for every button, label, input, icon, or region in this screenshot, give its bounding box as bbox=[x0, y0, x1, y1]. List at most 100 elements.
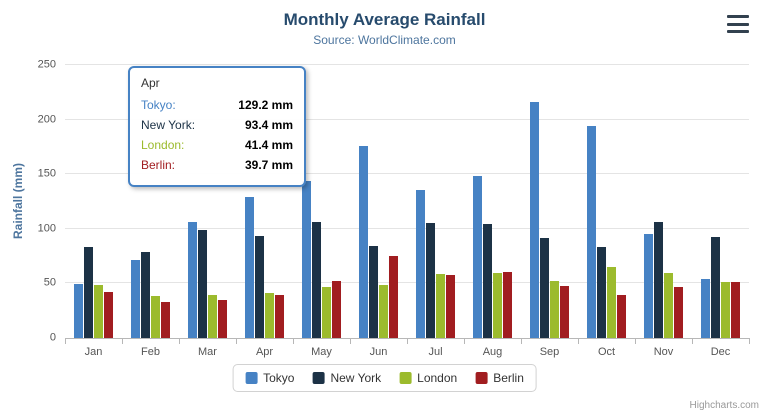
legend-item-label: Tokyo bbox=[263, 371, 295, 385]
bar-new-york-mar[interactable] bbox=[198, 230, 207, 338]
column-group-jul bbox=[407, 65, 464, 338]
bar-berlin-jul[interactable] bbox=[446, 275, 455, 338]
bar-tokyo-jun[interactable] bbox=[359, 145, 368, 338]
legend-swatch-icon bbox=[245, 372, 258, 384]
bar-tokyo-jul[interactable] bbox=[416, 189, 425, 338]
column-group-feb bbox=[122, 65, 179, 338]
bar-london-dec[interactable] bbox=[721, 282, 730, 338]
bar-berlin-mar[interactable] bbox=[218, 300, 227, 338]
xaxis-tick bbox=[122, 338, 123, 344]
tooltip-series-name: Berlin: bbox=[141, 158, 176, 172]
legend-item-label: New York bbox=[330, 371, 382, 385]
export-menu-button[interactable] bbox=[727, 15, 749, 33]
tooltip: Apr Tokyo: 129.2 mm New York: 93.4 mm London… bbox=[128, 66, 306, 187]
bar-berlin-apr[interactable] bbox=[275, 294, 284, 338]
bar-new-york-nov[interactable] bbox=[654, 221, 663, 338]
bar-london-nov[interactable] bbox=[664, 273, 673, 338]
bar-tokyo-apr[interactable] bbox=[245, 196, 254, 338]
xaxis-tick bbox=[65, 338, 66, 344]
bar-tokyo-feb[interactable] bbox=[131, 259, 140, 338]
chart-subtitle: Source: WorldClimate.com bbox=[313, 33, 456, 47]
bar-new-york-jul[interactable] bbox=[426, 223, 435, 338]
xaxis-category-label: May bbox=[311, 346, 332, 358]
bar-berlin-sep[interactable] bbox=[560, 286, 569, 338]
bar-berlin-aug[interactable] bbox=[503, 272, 512, 338]
yaxis-tick-label: 0 bbox=[49, 331, 56, 344]
plot-area: 0 50 100 150 200 250 Jan Feb Mar Apr May Jun Jul Aug S… bbox=[38, 59, 750, 358]
bar-berlin-dec[interactable] bbox=[731, 282, 740, 338]
column-group-jan bbox=[65, 65, 122, 338]
bar-tokyo-aug[interactable] bbox=[473, 175, 482, 338]
legend-item-label: London bbox=[417, 371, 458, 385]
bar-london-jun[interactable] bbox=[379, 285, 388, 338]
legend-item-label: Berlin bbox=[493, 371, 524, 385]
bar-berlin-may[interactable] bbox=[332, 280, 341, 338]
legend-item-berlin[interactable]: Berlin bbox=[475, 371, 524, 385]
yaxis-tick-label: 200 bbox=[37, 113, 56, 126]
bar-london-sep[interactable] bbox=[550, 280, 559, 338]
tooltip-series-value: 41.4 mm bbox=[244, 138, 293, 152]
bar-london-jul[interactable] bbox=[436, 273, 445, 338]
legend-item-tokyo[interactable]: Tokyo bbox=[245, 371, 294, 385]
bar-tokyo-dec[interactable] bbox=[701, 278, 710, 338]
legend: Tokyo New York London Berlin bbox=[232, 364, 537, 392]
tooltip-row: Tokyo: 129.2 mm bbox=[141, 97, 293, 113]
bar-london-may[interactable] bbox=[322, 286, 331, 338]
tooltip-series-name: New York: bbox=[141, 118, 196, 132]
bar-london-jan[interactable] bbox=[94, 284, 103, 338]
bar-london-aug[interactable] bbox=[493, 272, 502, 338]
bar-london-mar[interactable] bbox=[208, 295, 217, 338]
xaxis-tick bbox=[179, 338, 180, 344]
bar-tokyo-nov[interactable] bbox=[644, 233, 653, 338]
gridline bbox=[65, 64, 749, 65]
bar-tokyo-jan[interactable] bbox=[74, 283, 83, 338]
column-group-dec bbox=[692, 65, 749, 338]
bar-new-york-feb[interactable] bbox=[141, 251, 150, 338]
bar-berlin-feb[interactable] bbox=[161, 301, 170, 338]
tooltip-row: Berlin: 39.7 mm bbox=[141, 157, 293, 173]
bar-london-oct[interactable] bbox=[607, 266, 616, 338]
column-group-aug bbox=[464, 65, 521, 338]
gridline bbox=[65, 282, 749, 284]
bar-new-york-apr[interactable] bbox=[255, 236, 264, 338]
xaxis-category-label: Apr bbox=[255, 346, 274, 358]
yaxis-title: Rainfall (mm) bbox=[11, 162, 25, 240]
xaxis-tick bbox=[749, 338, 750, 344]
bar-tokyo-mar[interactable] bbox=[188, 221, 197, 338]
yaxis-tick-label: 100 bbox=[37, 222, 56, 235]
yaxis-tick-label: 250 bbox=[37, 58, 56, 71]
xaxis-category-label: Jun bbox=[369, 346, 388, 358]
credits-link[interactable]: Highcharts.com bbox=[689, 400, 759, 411]
legend-swatch-icon bbox=[312, 372, 325, 384]
bar-tokyo-oct[interactable] bbox=[587, 126, 596, 338]
bar-tokyo-sep[interactable] bbox=[530, 101, 539, 338]
xaxis-category-label: Oct bbox=[597, 346, 616, 358]
bar-london-feb[interactable] bbox=[151, 295, 160, 338]
bar-berlin-jan[interactable] bbox=[104, 291, 113, 338]
bar-berlin-jun[interactable] bbox=[389, 255, 398, 338]
bar-berlin-nov[interactable] bbox=[674, 286, 683, 338]
bar-new-york-jan[interactable] bbox=[84, 246, 93, 338]
yaxis-tick-label: 50 bbox=[43, 276, 56, 289]
bar-london-apr[interactable] bbox=[265, 292, 274, 338]
tooltip-row: New York: 93.4 mm bbox=[141, 117, 293, 133]
bar-new-york-dec[interactable] bbox=[711, 237, 720, 338]
bar-berlin-oct[interactable] bbox=[617, 295, 626, 338]
bar-new-york-oct[interactable] bbox=[597, 246, 606, 338]
legend-item-london[interactable]: London bbox=[399, 371, 457, 385]
xaxis-category-label: Jan bbox=[84, 346, 103, 358]
legend-item-new-york[interactable]: New York bbox=[312, 371, 381, 385]
xaxis-tick bbox=[692, 338, 693, 344]
bar-tokyo-may[interactable] bbox=[302, 180, 311, 338]
bar-new-york-aug[interactable] bbox=[483, 224, 492, 338]
hamburger-icon-line bbox=[727, 22, 749, 26]
xaxis-category-label: Dec bbox=[710, 346, 731, 358]
bar-new-york-sep[interactable] bbox=[540, 238, 549, 338]
column-group-apr bbox=[236, 65, 293, 338]
gridline bbox=[65, 227, 749, 229]
bar-new-york-jun[interactable] bbox=[369, 245, 378, 338]
tooltip-series-name: Tokyo: bbox=[141, 98, 176, 112]
column-group-nov bbox=[635, 65, 692, 338]
bar-new-york-may[interactable] bbox=[312, 222, 321, 338]
xaxis-tick bbox=[635, 338, 636, 344]
